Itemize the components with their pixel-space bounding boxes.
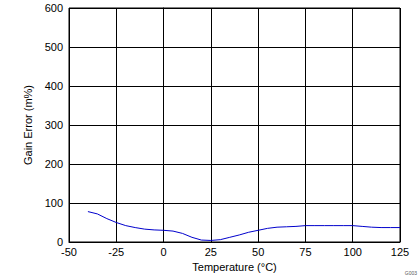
svg-text:100: 100 bbox=[45, 197, 63, 209]
svg-text:G003: G003 bbox=[405, 270, 417, 276]
svg-text:50: 50 bbox=[252, 246, 264, 258]
svg-text:-50: -50 bbox=[61, 246, 77, 258]
svg-text:200: 200 bbox=[45, 158, 63, 170]
svg-text:400: 400 bbox=[45, 80, 63, 92]
svg-text:500: 500 bbox=[45, 41, 63, 53]
svg-text:100: 100 bbox=[344, 246, 362, 258]
svg-text:75: 75 bbox=[299, 246, 311, 258]
svg-text:0: 0 bbox=[161, 246, 167, 258]
svg-text:0: 0 bbox=[56, 236, 63, 248]
svg-text:Temperature (°C): Temperature (°C) bbox=[192, 261, 276, 273]
svg-text:600: 600 bbox=[45, 2, 63, 14]
svg-text:Gain Error (m%): Gain Error (m%) bbox=[22, 85, 34, 165]
svg-text:125: 125 bbox=[391, 246, 409, 258]
svg-text:300: 300 bbox=[45, 119, 63, 131]
svg-text:25: 25 bbox=[205, 246, 217, 258]
svg-text:-25: -25 bbox=[108, 246, 124, 258]
